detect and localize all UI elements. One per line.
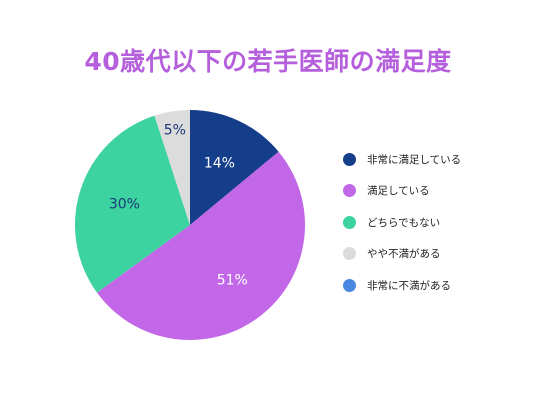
legend-item: 非常に満足している bbox=[343, 152, 461, 166]
slice-data-label: 14% bbox=[204, 156, 235, 172]
pie-data-labels: 14% 51% 30% 5% bbox=[109, 123, 248, 289]
legend-label: 満足している bbox=[367, 185, 430, 197]
legend-label: 非常に不満がある bbox=[367, 279, 451, 292]
pie-slice bbox=[154, 110, 190, 225]
legend-item: どちらでもない bbox=[343, 215, 461, 229]
legend-label: 非常に満足している bbox=[367, 153, 462, 166]
legend-item: 満足している bbox=[343, 184, 461, 198]
legend-label: どちらでもない bbox=[367, 216, 441, 229]
pie-slice bbox=[74, 115, 190, 293]
slice-data-label: 30% bbox=[109, 197, 140, 213]
legend-swatch bbox=[343, 247, 356, 260]
legend-item: やや不満がある bbox=[343, 247, 461, 261]
chart-title: 40歳代以下の若手医師の満足度 bbox=[84, 47, 452, 76]
legend-item: 非常に不満がある bbox=[343, 278, 461, 292]
slice-data-label: 5% bbox=[164, 123, 186, 139]
legend-swatch bbox=[343, 184, 356, 197]
legend-swatch bbox=[343, 152, 356, 166]
legend: 非常に満足している 満足している どちらでもない やや不満がある 非常に不満がある bbox=[343, 152, 461, 310]
pie-slices bbox=[74, 110, 306, 341]
slice-data-label: 51% bbox=[217, 273, 248, 289]
pie-slice bbox=[96, 151, 306, 341]
pie-slice bbox=[190, 110, 279, 225]
legend-swatch bbox=[343, 278, 356, 292]
legend-label: やや不満がある bbox=[367, 248, 441, 260]
legend-swatch bbox=[343, 215, 356, 229]
